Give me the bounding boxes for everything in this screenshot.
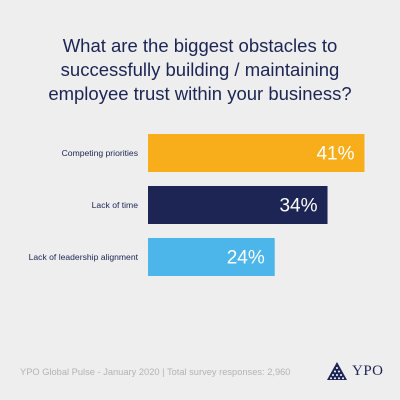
category-label-competing-priorities: Competing priorities <box>62 148 138 158</box>
bar-competing-priorities <box>148 134 365 172</box>
ypo-logo: YPO <box>326 361 384 381</box>
category-label-lack-of-time: Lack of time <box>92 200 139 210</box>
value-label-lack-of-time: 34% <box>279 196 317 217</box>
chart-title: What are the biggest obstacles to succes… <box>48 35 352 104</box>
value-label-lack-of-leadership-alignment: 24% <box>227 248 265 269</box>
logo-text: YPO <box>352 362 384 379</box>
category-label-lack-of-leadership-alignment: Lack of leadership alignment <box>29 252 139 262</box>
bar-lack-of-time <box>148 186 328 224</box>
pyramid-icon <box>327 362 347 380</box>
value-label-competing-priorities: 41% <box>316 144 354 165</box>
bar-lack-of-leadership-alignment <box>148 238 275 276</box>
footer-source: YPO Global Pulse - January 2020 | Total … <box>20 367 291 377</box>
